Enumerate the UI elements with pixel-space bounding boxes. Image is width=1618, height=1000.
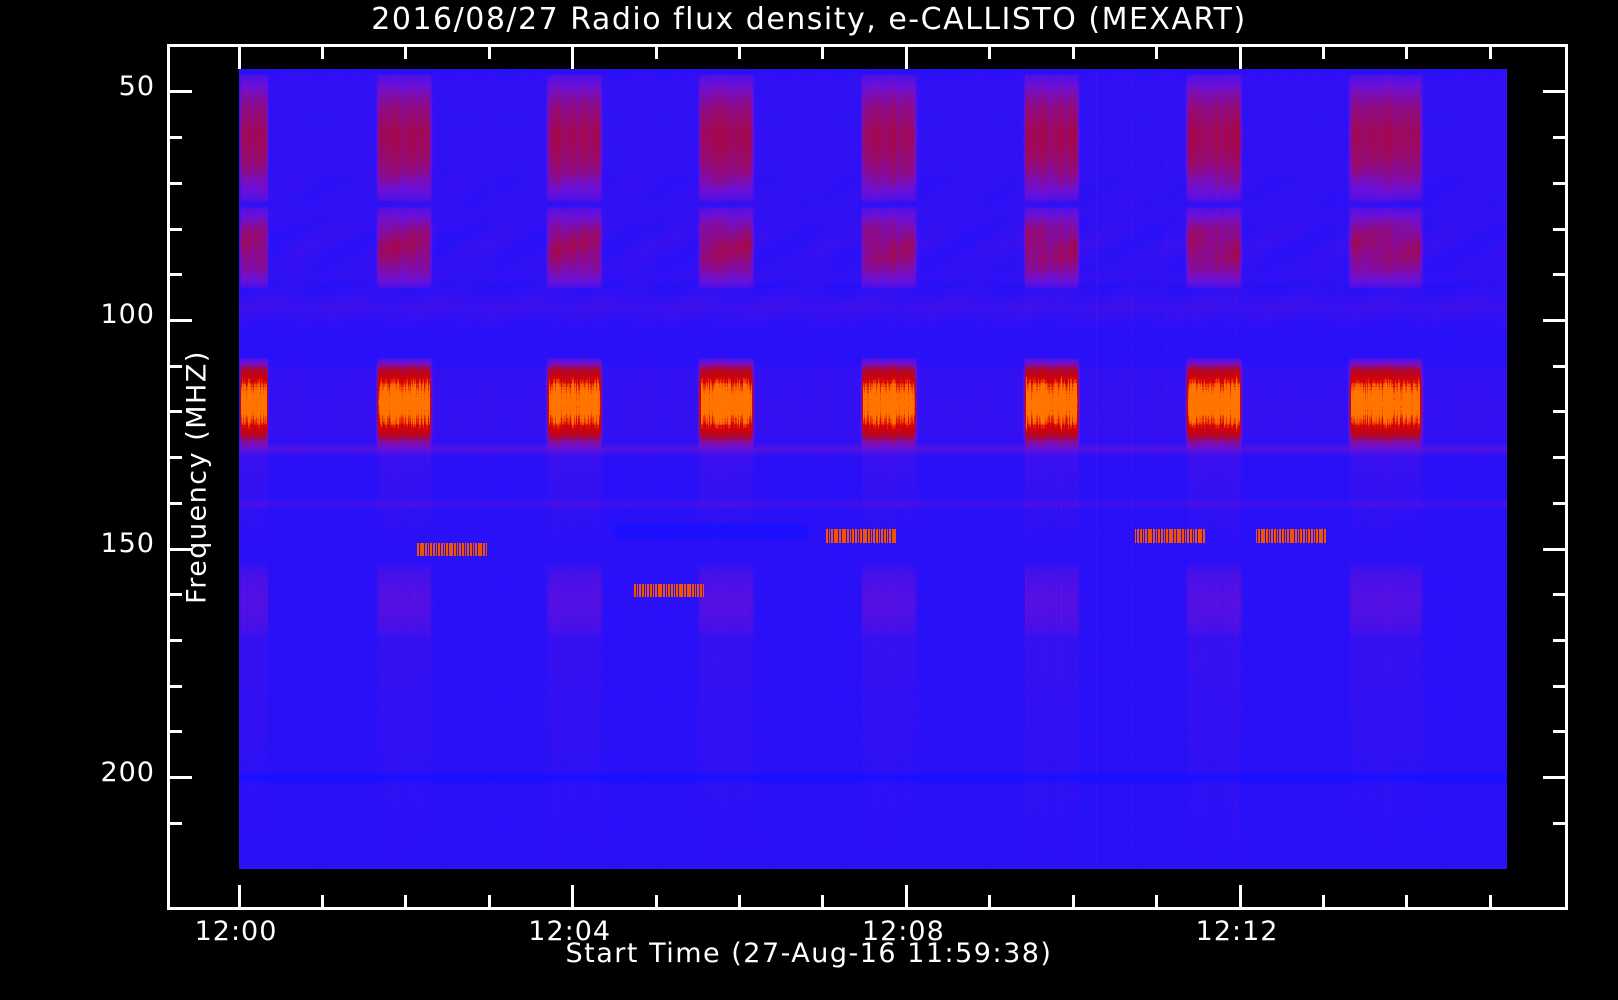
x-major-tick-top-12: [1238, 47, 1242, 69]
y-minor-tick-right-180: [1553, 684, 1565, 688]
x-minor-tick-top-10: [1071, 47, 1075, 59]
y-major-tick-right-100: [1543, 318, 1565, 322]
y-minor-tick-130: [170, 456, 182, 460]
x-minor-tick-2: [404, 895, 408, 907]
x-minor-tick-top-7: [821, 47, 825, 59]
y-tick-label-50: 50: [118, 70, 155, 102]
x-minor-tick-top-15: [1488, 47, 1492, 59]
y-minor-tick-140: [170, 501, 182, 505]
y-minor-tick-right-120: [1553, 410, 1565, 414]
x-minor-tick-13: [1321, 895, 1325, 907]
y-minor-tick-170: [170, 638, 182, 642]
y-tick-label-150: 150: [100, 528, 155, 559]
y-major-tick-150: [170, 547, 192, 551]
x-tick-label-12-12: 12:12: [1195, 916, 1279, 947]
y-minor-tick-right-90: [1553, 273, 1565, 277]
x-minor-tick-1: [320, 895, 324, 907]
y-minor-tick-70: [170, 181, 182, 185]
y-major-tick-100: [170, 318, 192, 322]
x-minor-tick-top-14: [1405, 47, 1409, 59]
y-tick-label-100: 100: [100, 299, 155, 331]
y-minor-tick-right-170: [1553, 638, 1565, 642]
x-minor-tick-top-11: [1155, 47, 1159, 59]
x-tick-label-12-08: 12:08: [861, 916, 945, 947]
x-minor-tick-7: [821, 895, 825, 907]
x-minor-tick-11: [1155, 895, 1159, 907]
y-minor-tick-right-160: [1553, 593, 1565, 597]
y-minor-tick-right-110: [1553, 364, 1565, 368]
x-minor-tick-top-3: [487, 47, 491, 59]
x-major-tick-0: [237, 885, 241, 907]
y-minor-tick-right-130: [1553, 456, 1565, 460]
y-major-tick-50: [170, 90, 192, 94]
x-axis-title: Start Time (27-Aug-16 11:59:38): [565, 938, 1053, 969]
x-minor-tick-top-13: [1321, 47, 1325, 59]
x-minor-tick-top-5: [654, 47, 658, 59]
y-major-tick-200: [170, 776, 192, 780]
x-minor-tick-top-6: [738, 47, 742, 59]
x-minor-tick-top-1: [320, 47, 324, 59]
y-minor-tick-right-210: [1553, 821, 1565, 825]
y-minor-tick-80: [170, 227, 182, 231]
page-title: 2016/08/27 Radio flux density, e-CALLIST…: [371, 2, 1247, 37]
y-minor-tick-90: [170, 273, 182, 277]
y-tick-label-200: 200: [100, 756, 155, 788]
y-minor-tick-60: [170, 136, 182, 140]
x-tick-label-12-00: 12:00: [194, 916, 278, 947]
x-minor-tick-15: [1488, 895, 1492, 907]
x-minor-tick-top-2: [404, 47, 408, 59]
y-minor-tick-right-60: [1553, 136, 1565, 140]
y-major-tick-right-200: [1543, 776, 1565, 780]
x-minor-tick-14: [1405, 895, 1409, 907]
x-minor-tick-9: [988, 895, 992, 907]
plot-frame: Frequency (MHZ): [167, 44, 1568, 910]
x-major-tick-top-8: [904, 47, 908, 69]
y-minor-tick-160: [170, 593, 182, 597]
y-minor-tick-right-190: [1553, 730, 1565, 734]
x-major-tick-8: [904, 885, 908, 907]
spectrogram-image: [239, 69, 1507, 869]
y-minor-tick-110: [170, 364, 182, 368]
y-minor-tick-right-80: [1553, 227, 1565, 231]
x-major-tick-top-0: [237, 47, 241, 69]
x-major-tick-4: [571, 885, 575, 907]
y-minor-tick-210: [170, 821, 182, 825]
y-major-tick-right-150: [1543, 547, 1565, 551]
y-minor-tick-right-70: [1553, 181, 1565, 185]
y-major-tick-right-50: [1543, 90, 1565, 94]
x-major-tick-top-4: [571, 47, 575, 69]
y-axis-title: Frequency (MHZ): [181, 350, 213, 604]
spectrogram-canvas: [239, 69, 1507, 869]
x-minor-tick-6: [738, 895, 742, 907]
y-minor-tick-190: [170, 730, 182, 734]
x-minor-tick-5: [654, 895, 658, 907]
x-minor-tick-10: [1071, 895, 1075, 907]
x-minor-tick-top-9: [988, 47, 992, 59]
x-tick-label-12-04: 12:04: [528, 916, 612, 947]
x-major-tick-12: [1238, 885, 1242, 907]
x-minor-tick-3: [487, 895, 491, 907]
y-minor-tick-180: [170, 684, 182, 688]
y-minor-tick-right-140: [1553, 501, 1565, 505]
y-minor-tick-120: [170, 410, 182, 414]
